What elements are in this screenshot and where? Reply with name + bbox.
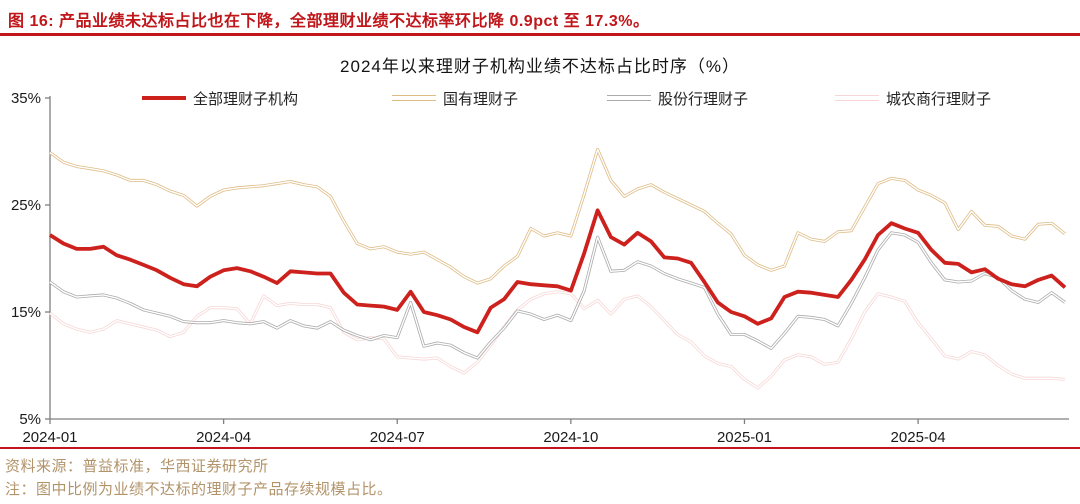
legend-line-swatch-gray bbox=[607, 95, 651, 101]
series-line-core-1 bbox=[49, 148, 1066, 284]
figure-caption: 图 16: 产品业绩未达标占比也在下降，全部理财业绩不达标率环比降 0.9pct… bbox=[8, 13, 650, 30]
footer-rule bbox=[0, 447, 1080, 449]
legend-item-all-wmc: 全部理财子机构 bbox=[142, 88, 298, 108]
series-line-0 bbox=[48, 208, 1067, 335]
chart-title: 2024年以来理财子机构业绩不达标占比时序（%） bbox=[340, 57, 740, 76]
legend-label: 国有理财子 bbox=[443, 90, 519, 108]
series-line-core-2 bbox=[49, 232, 1066, 359]
header-rule bbox=[0, 33, 1080, 36]
legend-item-joint-stock: 股份行理财子 bbox=[607, 88, 748, 108]
chart-legend: 全部理财子机构 国有理财子 股份行理财子 城农商行理财子 bbox=[0, 88, 1080, 108]
legend-line-swatch-red bbox=[142, 96, 186, 100]
x-tick-label: 2024-04 bbox=[196, 429, 251, 446]
y-tick-label: 35% bbox=[11, 90, 41, 107]
axes bbox=[49, 96, 1069, 420]
source-note: 资料来源：普益标准，华西证券研究所 bbox=[5, 458, 269, 475]
x-tick-label: 2024-01 bbox=[22, 429, 77, 446]
x-tick-label: 2024-10 bbox=[543, 429, 598, 446]
legend-label: 股份行理财子 bbox=[658, 90, 749, 108]
x-tick-label: 2025-04 bbox=[891, 429, 946, 446]
legend-label: 全部理财子机构 bbox=[193, 90, 299, 108]
y-tick-label: 5% bbox=[19, 411, 41, 428]
series-line-2 bbox=[49, 231, 1066, 360]
legend-line-swatch-pink bbox=[835, 95, 879, 101]
y-tick-label: 15% bbox=[11, 304, 41, 321]
x-tick-label: 2025-01 bbox=[717, 429, 772, 446]
series-line-core-3 bbox=[49, 291, 1066, 389]
figure-note: 注：图中比例为业绩不达标的理财子产品存续规模占比。 bbox=[5, 481, 393, 498]
legend-line-swatch-tan bbox=[392, 95, 436, 101]
legend-item-rural-commercial: 城农商行理财子 bbox=[835, 88, 991, 108]
series-line-1 bbox=[49, 147, 1066, 285]
legend-item-state-owned: 国有理财子 bbox=[392, 88, 518, 108]
x-tick-label: 2024-07 bbox=[370, 429, 425, 446]
legend-label: 城农商行理财子 bbox=[886, 90, 992, 108]
y-tick-label: 25% bbox=[11, 197, 41, 214]
series-line-3 bbox=[49, 290, 1066, 390]
